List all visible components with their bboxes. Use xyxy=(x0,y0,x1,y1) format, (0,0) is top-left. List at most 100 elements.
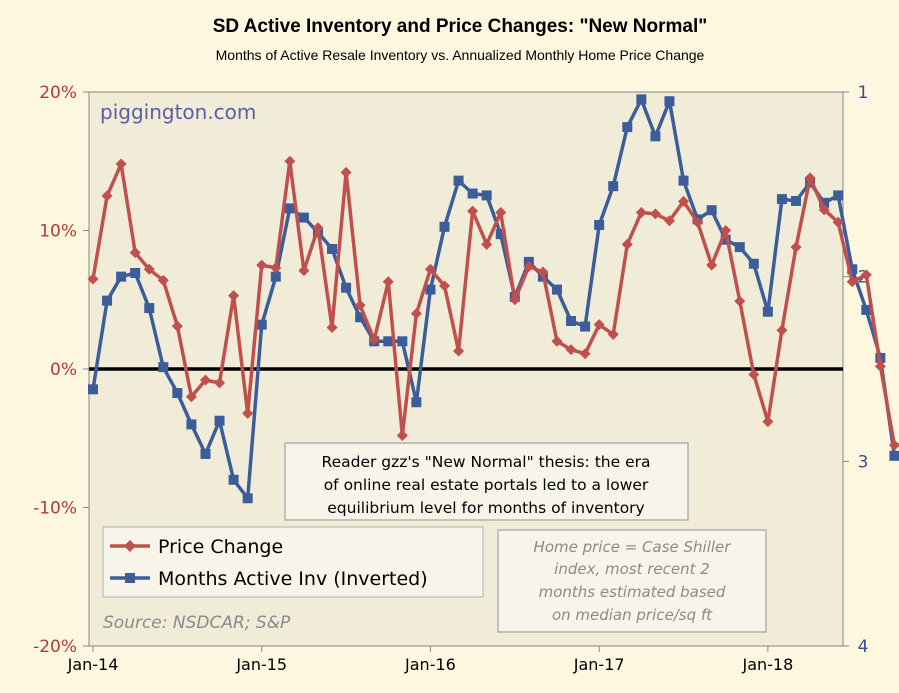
inventory-point xyxy=(172,388,183,399)
inventory-point xyxy=(551,284,562,295)
series-price xyxy=(87,155,899,451)
price-point xyxy=(228,290,240,302)
inventory-point xyxy=(439,221,450,232)
price-point xyxy=(467,205,479,217)
left-tick-label: -20% xyxy=(33,637,77,657)
price-point xyxy=(101,190,113,202)
chart-title: SD Active Inventory and Price Changes: "… xyxy=(213,16,708,37)
inventory-point xyxy=(566,315,577,326)
price-point xyxy=(368,334,380,346)
inventory-point xyxy=(734,242,745,253)
price-point xyxy=(439,280,450,292)
price-point xyxy=(298,265,310,277)
annotation-frame xyxy=(284,442,689,521)
inventory-point xyxy=(298,212,309,223)
price-point xyxy=(396,429,408,441)
source-label: Source: NSDCAR; S&P xyxy=(103,613,291,633)
inventory-point xyxy=(144,303,155,314)
inventory-point xyxy=(327,243,338,254)
inventory-point xyxy=(678,175,689,186)
price-point xyxy=(199,374,211,386)
legend-inventory-marker xyxy=(125,573,135,583)
x-tick-label: Jan-16 xyxy=(404,655,456,674)
inventory-point xyxy=(762,306,773,317)
note-line-2: index, most recent 2 xyxy=(554,560,710,578)
price-point xyxy=(509,294,521,306)
x-tick-label: Jan-17 xyxy=(573,655,625,674)
inventory-point xyxy=(158,362,169,373)
x-tick-label: Jan-14 xyxy=(67,655,119,674)
price-point xyxy=(185,391,197,403)
legend-frame xyxy=(102,526,484,598)
price-point xyxy=(734,295,746,307)
annotation-line-3: equilibrium level for months of inventor… xyxy=(327,499,644,517)
price-point xyxy=(537,266,549,278)
price-point xyxy=(762,416,774,428)
inventory-point xyxy=(495,229,506,240)
price-point xyxy=(860,269,872,281)
inventory-point xyxy=(580,321,591,332)
inventory-point xyxy=(636,94,647,105)
inventory-point xyxy=(116,271,127,282)
price-point xyxy=(424,263,436,275)
price-point xyxy=(214,377,226,389)
left-tick-label: -10% xyxy=(33,499,77,519)
inventory-point xyxy=(889,450,899,461)
inventory-point xyxy=(270,271,281,282)
note-box: Home price = Case Shiller index, most re… xyxy=(497,529,767,633)
price-point xyxy=(382,276,394,288)
price-point xyxy=(551,335,563,347)
price-point xyxy=(565,344,577,356)
price-point xyxy=(242,407,254,419)
inventory-point xyxy=(355,312,366,323)
inventory-point xyxy=(341,282,352,293)
price-point xyxy=(720,225,732,236)
inventory-point xyxy=(228,474,239,485)
inventory-point xyxy=(256,319,267,330)
inventory-point xyxy=(186,419,197,430)
inventory-point xyxy=(791,195,801,206)
inventory-point xyxy=(102,295,113,306)
inventory-point xyxy=(594,219,605,230)
legend: Price Change Months Active Inv (Inverted… xyxy=(102,526,484,598)
inventory-point xyxy=(748,258,759,269)
price-point xyxy=(607,328,619,340)
legend-price-label: Price Change xyxy=(158,536,283,558)
price-point xyxy=(663,215,675,227)
inventory-point xyxy=(242,493,253,504)
price-point xyxy=(256,259,268,271)
price-point xyxy=(706,259,718,271)
price-point xyxy=(453,345,465,357)
price-point xyxy=(354,299,366,311)
inventory-point xyxy=(776,194,787,205)
price-point xyxy=(340,166,352,178)
price-point xyxy=(115,158,127,170)
inventory-point xyxy=(397,336,408,347)
inventory-point xyxy=(664,96,675,107)
inventory-point xyxy=(214,415,225,426)
watermark: piggington.com xyxy=(100,100,256,124)
annotation-line-1: Reader gzz's "New Normal" thesis: the er… xyxy=(322,453,651,471)
right-tick-label: 4 xyxy=(858,637,869,657)
inventory-point xyxy=(453,175,464,186)
price-point xyxy=(326,321,338,333)
left-tick-label: 20% xyxy=(39,83,77,103)
inventory-point xyxy=(861,304,872,315)
left-tick-label: 10% xyxy=(39,222,77,242)
inventory-point xyxy=(608,181,619,192)
inventory-point xyxy=(200,448,211,459)
inventory-point xyxy=(650,131,661,142)
price-point xyxy=(579,348,591,360)
price-point xyxy=(635,206,647,218)
inventory-point xyxy=(88,384,98,395)
inventory-point xyxy=(833,190,844,201)
price-point xyxy=(846,276,858,288)
price-point xyxy=(621,238,633,250)
price-point xyxy=(143,263,155,275)
right-tick-label: 3 xyxy=(858,452,869,472)
price-point xyxy=(129,247,141,259)
legend-inventory-label: Months Active Inv (Inverted) xyxy=(158,568,428,590)
